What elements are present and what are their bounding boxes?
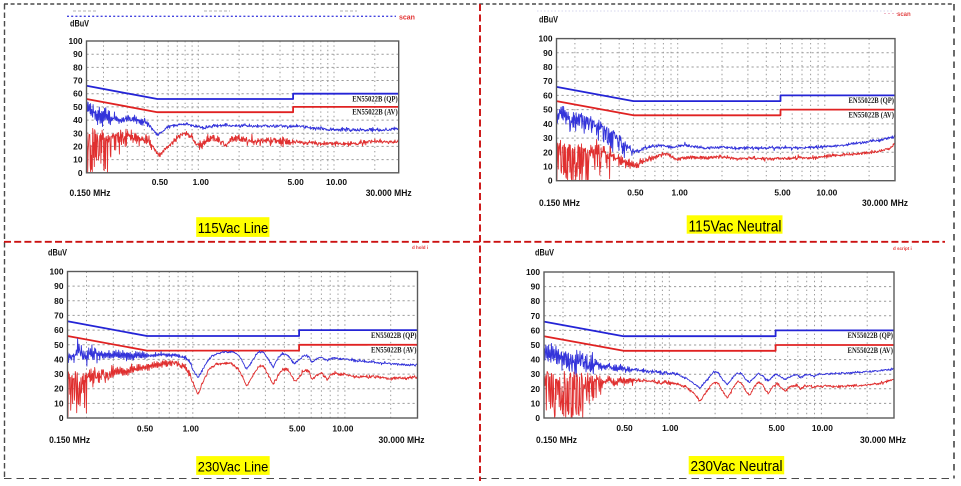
svg-text:100: 100 [539,34,553,44]
svg-text:5.00: 5.00 [768,423,785,433]
svg-text:d hold i: d hold i [412,245,428,250]
svg-text:1.00: 1.00 [183,423,200,433]
svg-text:50: 50 [54,340,64,350]
svg-text:10: 10 [543,162,553,172]
svg-text:30.000 MHz: 30.000 MHz [862,198,909,208]
svg-text:50: 50 [73,102,83,112]
svg-text:30: 30 [531,369,541,379]
svg-text:0.50: 0.50 [627,187,644,197]
svg-text:230Vac Line: 230Vac Line [198,458,269,474]
svg-text:30: 30 [543,133,553,143]
svg-text:EN55022B (QP): EN55022B (QP) [352,95,398,104]
svg-text:230Vac Neutral: 230Vac Neutral [691,459,783,475]
svg-text:0: 0 [535,413,540,423]
svg-text:70: 70 [543,76,553,86]
svg-text:90: 90 [531,282,541,292]
svg-text:0: 0 [548,176,553,186]
svg-text:0.150 MHz: 0.150 MHz [536,435,578,445]
svg-text:20: 20 [531,384,541,394]
svg-text:1.00: 1.00 [662,423,679,433]
svg-text:EN55022B (AV): EN55022B (AV) [848,346,894,355]
svg-text:10.00: 10.00 [816,187,837,197]
svg-text:dBuV: dBuV [48,248,67,258]
svg-text:0.150 MHz: 0.150 MHz [49,435,91,445]
svg-text:0.50: 0.50 [152,177,169,187]
svg-text:10: 10 [531,398,541,408]
svg-text:5.00: 5.00 [287,177,304,187]
svg-text:70: 70 [73,76,83,86]
svg-text:90: 90 [54,281,64,291]
svg-text:0.150 MHz: 0.150 MHz [70,188,112,198]
svg-text:30.000 MHz: 30.000 MHz [366,188,413,198]
svg-text:60: 60 [531,325,541,335]
svg-text:10: 10 [54,398,64,408]
svg-text:70: 70 [54,310,64,320]
svg-text:20: 20 [73,141,83,151]
svg-text:40: 40 [54,354,64,364]
svg-text:scan: scan [897,12,911,18]
svg-text:40: 40 [73,115,83,125]
svg-text:60: 60 [543,90,553,100]
svg-text:EN55022B (QP): EN55022B (QP) [848,331,894,340]
svg-text:10.00: 10.00 [812,423,833,433]
svg-text:0.150 MHz: 0.150 MHz [539,198,581,208]
svg-text:100: 100 [526,267,540,277]
svg-text:100: 100 [50,267,64,277]
svg-text:EN55022B (QP): EN55022B (QP) [371,331,417,340]
svg-text:60: 60 [73,89,83,99]
svg-text:90: 90 [543,48,553,58]
svg-text:dBuV: dBuV [539,15,558,25]
svg-text:80: 80 [54,296,64,306]
svg-text:40: 40 [531,355,541,365]
svg-text:0: 0 [59,413,64,423]
svg-text:EN55022B (AV): EN55022B (AV) [371,346,417,355]
svg-text:10: 10 [73,155,83,165]
svg-text:80: 80 [531,296,541,306]
svg-text:30.000 MHz: 30.000 MHz [379,435,426,445]
svg-text:EN55022B (AV): EN55022B (AV) [849,110,895,119]
svg-text:dBuV: dBuV [535,248,554,258]
svg-text:115Vac Line: 115Vac Line [198,221,268,237]
svg-text:70: 70 [531,311,541,321]
svg-text:100: 100 [69,36,83,46]
svg-text:90: 90 [73,49,83,59]
svg-text:20: 20 [54,384,64,394]
svg-text:80: 80 [543,62,553,72]
svg-text:50: 50 [543,105,553,115]
svg-text:0.50: 0.50 [137,423,154,433]
svg-text:20: 20 [543,147,553,157]
svg-text:5.00: 5.00 [774,187,791,197]
svg-text:scan: scan [399,15,415,22]
svg-text:dBuV: dBuV [70,19,89,29]
svg-text:0.50: 0.50 [616,423,633,433]
svg-text:d script i: d script i [893,246,912,251]
svg-text:1.00: 1.00 [193,177,210,187]
svg-text:10.00: 10.00 [332,423,353,433]
svg-text:5.00: 5.00 [289,423,306,433]
svg-text:EN55022B (QP): EN55022B (QP) [849,96,895,105]
svg-text:115Vac Neutral: 115Vac Neutral [689,219,782,236]
svg-text:10.00: 10.00 [326,177,347,187]
svg-text:0: 0 [78,168,83,178]
svg-text:60: 60 [54,325,64,335]
svg-text:50: 50 [531,340,541,350]
svg-text:30: 30 [54,369,64,379]
svg-text:1.00: 1.00 [672,187,689,197]
svg-text:80: 80 [73,62,83,72]
svg-text:30.000 MHz: 30.000 MHz [860,435,907,445]
svg-text:EN55022B (AV): EN55022B (AV) [352,108,398,117]
svg-text:40: 40 [543,119,553,129]
svg-text:30: 30 [73,128,83,138]
